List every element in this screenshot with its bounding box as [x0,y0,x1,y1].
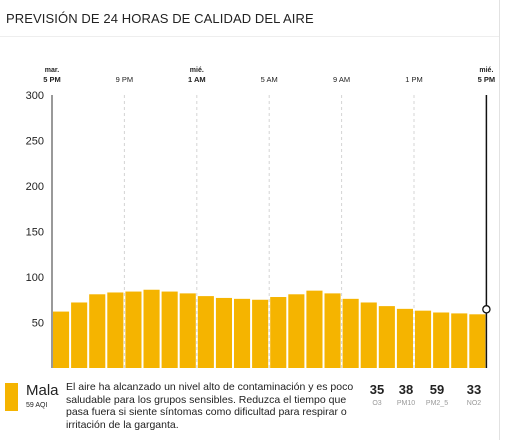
x-tick-day-label: mar. [45,67,59,74]
aqi-bar[interactable] [378,306,395,368]
aqi-bar[interactable] [396,308,413,368]
aqi-bar[interactable] [71,302,88,368]
aqi-bar[interactable] [324,293,341,368]
y-tick-label: 100 [26,272,44,284]
panel-border [499,0,500,440]
y-tick-label: 200 [26,181,44,193]
aqi-bar[interactable] [360,302,377,368]
y-tick-label: 250 [26,136,44,148]
pollutant-value: 35 [369,382,385,397]
aqi-bar[interactable] [270,297,287,368]
pollutant-value: 38 [398,382,414,397]
aqi-bar[interactable] [215,297,232,368]
x-tick-time-label: 5 PM [478,75,496,84]
x-tick-day-label: mié. [479,67,493,74]
x-tick-time-label: 1 AM [188,75,206,84]
aqi-bar[interactable] [179,293,196,368]
pollutant-pm10: 38 PM10 [389,382,423,407]
aqi-bar[interactable] [415,310,432,368]
y-tick-label: 150 [26,227,44,239]
aqi-bar[interactable] [234,298,251,368]
pollutant-name: PM2_5 [425,400,449,407]
y-tick-label: 300 [26,90,44,102]
pollutant-value: 59 [429,382,445,397]
aqi-bar[interactable] [342,298,359,368]
page-title: PREVISIÓN DE 24 HORAS DE CALIDAD DEL AIR… [6,11,314,26]
pollutant-value: 33 [466,382,482,397]
aqi-bar[interactable] [469,314,486,368]
aqi-summary: Mala 59 AQI El aire ha alcanzado un nive… [0,377,499,440]
aqi-bar[interactable] [143,289,160,368]
aqi-bar[interactable] [161,291,178,368]
category-swatch [5,383,18,411]
pollutant-name: O3 [372,400,382,407]
aqi-bar[interactable] [197,296,214,368]
aqi-value: 59 AQI [26,402,48,409]
time-cursor[interactable] [482,95,491,368]
x-tick-time-label: 9 PM [116,75,134,84]
x-tick-time-label: 5 PM [43,75,61,84]
pollutant-no2: 33 NO2 [457,382,491,407]
chart-bars [53,289,486,368]
aqi-bar[interactable] [451,313,468,368]
title-divider [0,36,499,37]
aqi-bar[interactable] [433,312,450,368]
aqi-bar[interactable] [107,292,124,368]
x-tick-time-label: 5 AM [261,75,278,84]
aqi-bar[interactable] [306,290,323,368]
x-tick-day-label: mié. [190,67,204,74]
chart-grid [51,95,487,368]
cursor-handle[interactable] [482,305,491,314]
category-description: El aire ha alcanzado un nivel alto de co… [66,381,354,431]
aqi-bar[interactable] [288,294,305,368]
x-tick-time-label: 1 PM [405,75,423,84]
pollutant-o3: 35 O3 [360,382,394,407]
pollutant-name: NO2 [466,400,482,407]
category-name: Mala [26,382,59,399]
aqi-bar[interactable] [53,311,70,368]
y-tick-label: 50 [32,318,44,330]
y-axis: 50 100 150 200 250 300 [26,90,44,330]
pollutant-pm2-5: 59 PM2_5 [420,382,454,407]
aqi-bar[interactable] [125,291,142,368]
aqi-bar[interactable] [89,294,106,368]
aqi-bar[interactable] [252,299,269,368]
x-tick-time-label: 9 AM [333,75,350,84]
pollutant-name: PM10 [396,400,416,407]
